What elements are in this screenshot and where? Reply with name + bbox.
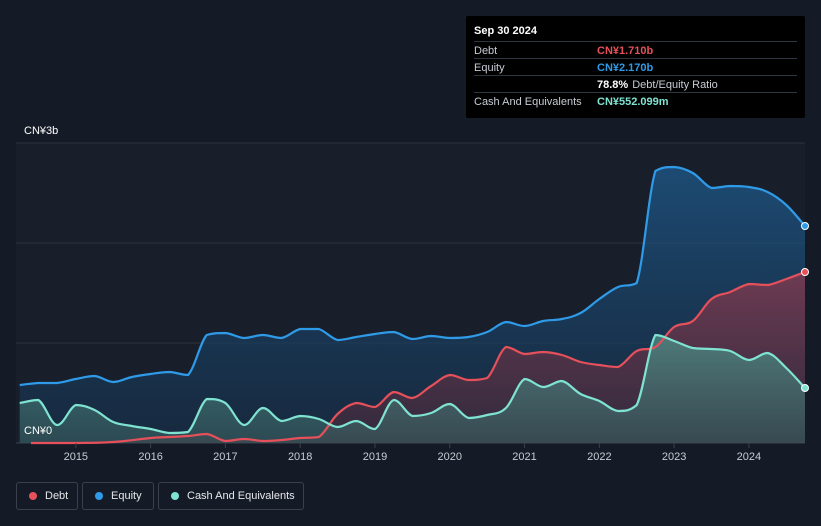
- tooltip-row-debt: Debt CN¥1.710b: [474, 41, 797, 59]
- x-tick-label: 2016: [138, 451, 162, 463]
- cash-dot-icon: [171, 492, 179, 500]
- equity-end-marker: [801, 222, 809, 230]
- x-tick-label: 2023: [662, 451, 686, 463]
- x-tick-label: 2022: [587, 451, 611, 463]
- cash-line: [19, 333, 806, 435]
- legend-cash[interactable]: Cash And Equivalents: [158, 482, 304, 510]
- x-tick-label: 2015: [64, 451, 88, 463]
- debt-area: [31, 272, 805, 443]
- hover-tooltip: Sep 30 2024 Debt CN¥1.710b Equity CN¥2.1…: [466, 16, 805, 118]
- tooltip-ratio-value: 78.8% Debt/Equity Ratio: [597, 79, 718, 91]
- tooltip-ratio-number: 78.8%: [597, 79, 629, 91]
- equity-dot-icon: [95, 492, 103, 500]
- x-tick-label: 2017: [213, 451, 237, 463]
- legend-label: Debt: [45, 490, 69, 502]
- tooltip-row-ratio: 78.8% Debt/Equity Ratio: [474, 75, 797, 93]
- cash-end-marker: [801, 384, 809, 392]
- tooltip-date: Sep 30 2024: [474, 25, 537, 37]
- series-end-markers: [801, 222, 809, 392]
- x-tick-label: 2019: [363, 451, 387, 463]
- x-tick-label: 2020: [438, 451, 462, 463]
- x-axis-ticks: 2015 2016 2017 2018 2019 2020 2021 2022 2023 2024: [64, 443, 761, 463]
- y-axis-top-label: CN¥3b: [24, 125, 59, 137]
- cash-area: [19, 335, 805, 443]
- tooltip-equity-value: CN¥2.170b: [597, 62, 654, 74]
- debt-line: [31, 270, 806, 445]
- debt-dot-icon: [29, 492, 37, 500]
- tooltip-ratio-caption: Debt/Equity Ratio: [632, 79, 718, 91]
- tooltip-cash-value: CN¥552.099m: [597, 96, 669, 108]
- series-lines: [19, 165, 806, 445]
- legend-equity[interactable]: Equity: [82, 482, 154, 510]
- legend-label: Equity: [111, 490, 142, 502]
- tooltip-label: Cash And Equivalents: [474, 96, 582, 108]
- x-tick-label: 2024: [737, 451, 761, 463]
- tooltip-row-cash: Cash And Equivalents CN¥552.099m: [474, 92, 797, 110]
- tooltip-label: Equity: [474, 62, 505, 74]
- debt-end-marker: [801, 268, 809, 276]
- series-areas: [19, 167, 805, 443]
- tooltip-row-equity: Equity CN¥2.170b: [474, 58, 797, 76]
- x-tick-label: 2021: [512, 451, 536, 463]
- legend-label: Cash And Equivalents: [187, 490, 295, 502]
- legend-debt[interactable]: Debt: [16, 482, 78, 510]
- tooltip-debt-value: CN¥1.710b: [597, 45, 654, 57]
- equity-line: [19, 165, 806, 387]
- tooltip-label: Debt: [474, 45, 498, 57]
- x-tick-label: 2018: [288, 451, 312, 463]
- y-axis-bottom-label: CN¥0: [24, 425, 53, 437]
